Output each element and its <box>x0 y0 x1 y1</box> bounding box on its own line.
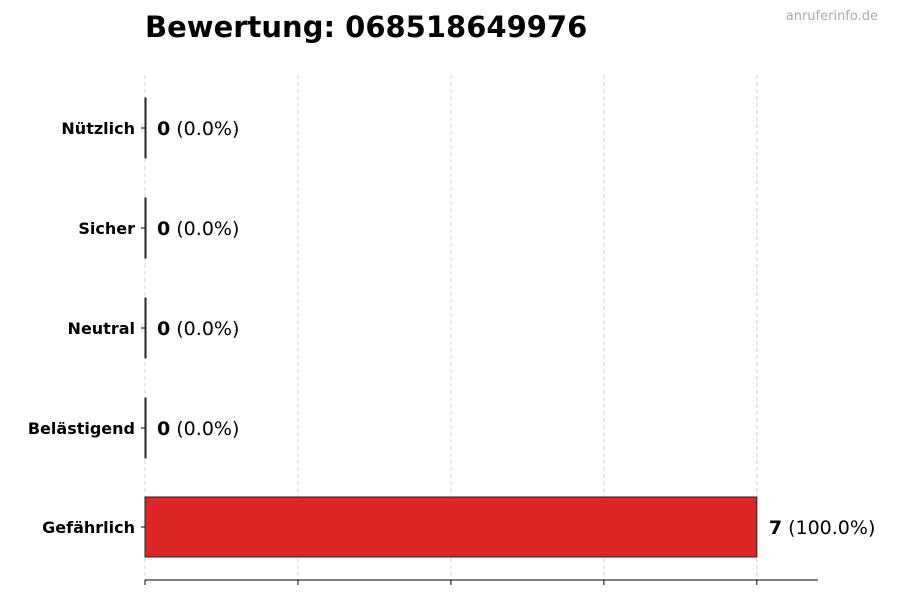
data-label-pct: (0.0%) <box>170 418 239 440</box>
y-tick-label: Neutral <box>68 319 135 338</box>
data-label-count: 0 <box>157 218 170 240</box>
data-label: 0 (0.0%) <box>157 318 239 340</box>
y-tick-label: Nützlich <box>61 119 135 138</box>
data-label-count: 7 <box>769 517 782 539</box>
bar-4 <box>144 496 758 558</box>
data-label-pct: (0.0%) <box>170 118 239 140</box>
data-label-pct: (0.0%) <box>170 218 239 240</box>
data-label-count: 0 <box>157 418 170 440</box>
bar-0 <box>144 97 147 159</box>
chart-title: Bewertung: 068518649976 <box>145 10 588 44</box>
data-label-count: 0 <box>157 318 170 340</box>
watermark: anruferinfo.de <box>785 9 878 24</box>
bar-3 <box>144 397 147 459</box>
y-tick-label: Sicher <box>78 219 135 238</box>
y-tick-label: Belästigend <box>28 419 135 438</box>
data-label-count: 0 <box>157 118 170 140</box>
data-label: 0 (0.0%) <box>157 118 239 140</box>
bar-1 <box>144 197 147 259</box>
data-label: 0 (0.0%) <box>157 218 239 240</box>
bar-2 <box>144 297 147 359</box>
data-label-pct: (100.0%) <box>782 517 875 539</box>
y-tick-label: Gefährlich <box>42 518 135 537</box>
data-label: 0 (0.0%) <box>157 418 239 440</box>
data-label: 7 (100.0%) <box>769 517 876 539</box>
data-label-pct: (0.0%) <box>170 318 239 340</box>
